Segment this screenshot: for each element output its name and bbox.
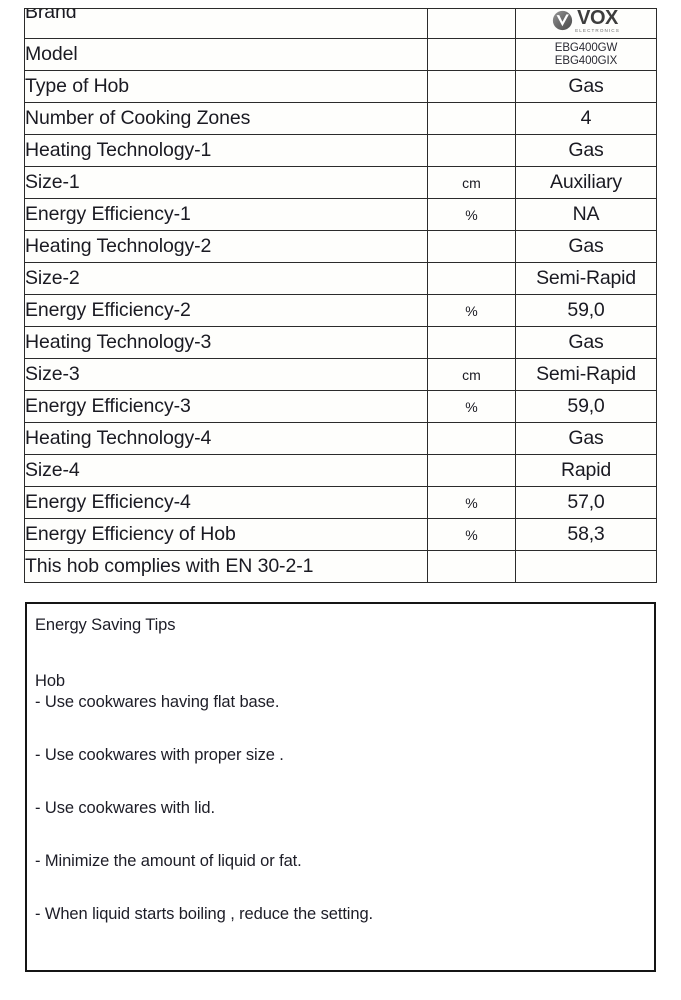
row-unit-cell: % — [427, 486, 516, 519]
row-value-cell: Gas — [515, 422, 657, 455]
tips-list-item: - Use cookwares having flat base. — [35, 693, 280, 711]
row-value-cell: 59,0 — [515, 390, 657, 423]
tips-list-item: - Use cookwares with proper size . — [35, 746, 284, 764]
row-label-cell: Size-3 — [24, 358, 428, 391]
row-value-cell: VOX ELECTRONICS — [515, 8, 657, 39]
row-unit-cell: cm — [427, 358, 516, 391]
table-row: Heating Technology-3 Gas — [24, 326, 657, 359]
row-label-cell: Size-2 — [24, 262, 428, 295]
table-row: Heating Technology-2 Gas — [24, 230, 657, 263]
table-row: Size-1 cm Auxiliary — [24, 166, 657, 199]
model-number-line-1: EBG400GW — [554, 41, 618, 54]
row-unit-cell: cm — [427, 166, 516, 199]
row-value-cell: Gas — [515, 326, 657, 359]
row-value-cell: 58,3 — [515, 518, 657, 551]
specification-table-body: Brand — [24, 8, 657, 583]
table-row: Energy Efficiency-1 % NA — [24, 198, 657, 231]
row-label-cell: Heating Technology-1 — [24, 134, 428, 167]
table-row: Energy Efficiency-2 % 59,0 — [24, 294, 657, 327]
tips-list-item: - Use cookwares with lid. — [35, 799, 215, 817]
table-row: Type of Hob Gas — [24, 70, 657, 103]
model-number-line-2: EBG400GIX — [554, 54, 618, 67]
row-value-cell: 4 — [515, 102, 657, 135]
specification-table-container: Brand — [24, 8, 657, 583]
model-numbers: EBG400GW EBG400GIX — [516, 42, 656, 68]
row-value-cell: Semi-Rapid — [515, 358, 657, 391]
brand-name: VOX — [577, 8, 618, 29]
row-unit-cell — [427, 8, 516, 39]
row-unit-cell — [427, 102, 516, 135]
row-label-cell: Size-4 — [24, 454, 428, 487]
row-value-cell: 57,0 — [515, 486, 657, 519]
row-unit-cell: % — [427, 294, 516, 327]
row-unit-cell — [427, 70, 516, 103]
table-row: Size-4 Rapid — [24, 454, 657, 487]
vox-circle-swoosh-icon — [552, 10, 573, 31]
row-value-cell: Gas — [515, 134, 657, 167]
row-unit-cell — [427, 230, 516, 263]
row-label-cell: Heating Technology-4 — [24, 422, 428, 455]
brand-wordmark: VOX ELECTRONICS — [575, 8, 620, 34]
row-unit-cell: % — [427, 390, 516, 423]
row-value-cell — [515, 550, 657, 583]
row-value-cell: Gas — [515, 70, 657, 103]
table-row: Heating Technology-4 Gas — [24, 422, 657, 455]
row-label-cell: Energy Efficiency-2 — [24, 294, 428, 327]
row-label-cell: Heating Technology-3 — [24, 326, 428, 359]
table-row: Size-2 Semi-Rapid — [24, 262, 657, 295]
row-unit-cell — [427, 550, 516, 583]
row-unit-cell: % — [427, 518, 516, 551]
row-value-cell: Semi-Rapid — [515, 262, 657, 295]
row-label: Brand — [25, 8, 77, 24]
row-label-cell: Energy Efficiency-4 — [24, 486, 428, 519]
row-unit-cell — [427, 38, 516, 71]
row-unit-cell: % — [427, 198, 516, 231]
row-value-cell: 59,0 — [515, 294, 657, 327]
row-label-cell: Type of Hob — [24, 70, 428, 103]
tips-list-item: - When liquid starts boiling , reduce th… — [35, 905, 374, 923]
row-unit-cell — [427, 262, 516, 295]
table-row: Energy Efficiency of Hob % 58,3 — [24, 518, 657, 551]
energy-saving-tips-box: Energy Saving Tips Hob - Use cookwares h… — [25, 602, 656, 972]
table-row: Model EBG400GW EBG400GIX — [24, 38, 657, 71]
row-label-cell: Model — [24, 38, 428, 71]
row-value-cell: Gas — [515, 230, 657, 263]
row-unit-cell — [427, 454, 516, 487]
row-value-cell: Rapid — [515, 454, 657, 487]
row-value-cell: EBG400GW EBG400GIX — [515, 38, 657, 71]
brand-tagline: ELECTRONICS — [575, 27, 620, 33]
row-label-cell: Size-1 — [24, 166, 428, 199]
tips-spacer — [35, 635, 654, 672]
row-unit-cell — [427, 134, 516, 167]
table-row: Heating Technology-1 Gas — [24, 134, 657, 167]
row-unit-cell — [427, 422, 516, 455]
table-row: Size-3 cm Semi-Rapid — [24, 358, 657, 391]
table-row: Number of Cooking Zones 4 — [24, 102, 657, 135]
row-label-cell: Energy Efficiency-3 — [24, 390, 428, 423]
row-label-cell: Energy Efficiency-1 — [24, 198, 428, 231]
tips-list-item: - Minimize the amount of liquid or fat. — [35, 852, 302, 870]
row-label-cell: Brand — [24, 8, 428, 39]
row-label-cell: Number of Cooking Zones — [24, 102, 428, 135]
row-unit-cell — [427, 326, 516, 359]
tips-section-heading: Hob — [35, 672, 65, 690]
table-row: Brand — [24, 8, 657, 39]
specification-table: Brand — [24, 8, 657, 583]
row-label-cell: Energy Efficiency of Hob — [24, 518, 428, 551]
tips-title: Energy Saving Tips — [35, 616, 176, 634]
table-row: Energy Efficiency-3 % 59,0 — [24, 390, 657, 423]
brand-logo: VOX ELECTRONICS — [517, 8, 656, 34]
table-row: Energy Efficiency-4 % 57,0 — [24, 486, 657, 519]
row-value-cell: Auxiliary — [515, 166, 657, 199]
row-label-cell: Heating Technology-2 — [24, 230, 428, 263]
row-value-cell: NA — [515, 198, 657, 231]
row-label-cell: This hob complies with EN 30-2-1 — [24, 550, 428, 583]
table-row: This hob complies with EN 30-2-1 — [24, 550, 657, 583]
